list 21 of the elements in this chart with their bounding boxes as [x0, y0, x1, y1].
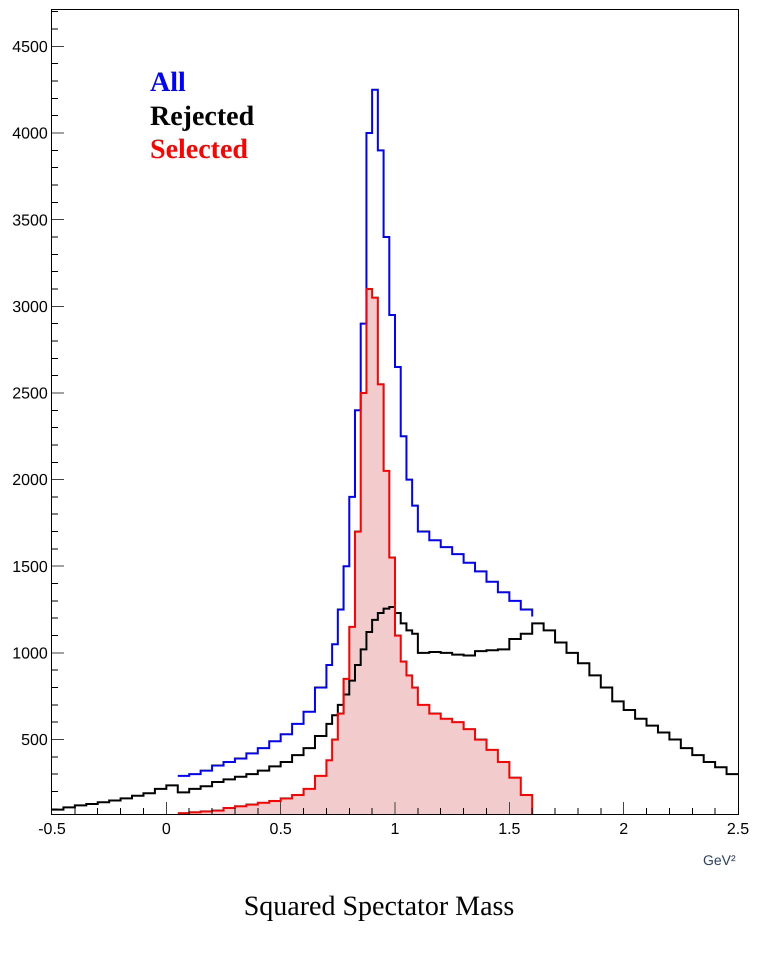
x-axis-title: GeV²	[703, 852, 736, 868]
y-tick-label: 500	[21, 732, 48, 750]
x-tick-label: 0	[162, 821, 171, 838]
y-tick-label: 2500	[12, 386, 48, 403]
y-tick-label: 1500	[12, 558, 48, 576]
y-tick-label: 2000	[12, 472, 48, 490]
y-tick-label: 3500	[12, 212, 48, 230]
text: All	[150, 67, 186, 98]
text: Rejected	[150, 101, 255, 132]
y-tick-label: 4500	[12, 38, 48, 56]
x-tick-label: 2	[619, 821, 628, 838]
x-tick-label: 2.5	[726, 821, 750, 838]
text: Selected	[150, 134, 248, 165]
x-tick-label: 0.5	[270, 821, 292, 838]
x-tick-label: 1.5	[498, 821, 521, 838]
y-tick-label: 1000	[12, 645, 48, 662]
y-tick-label: 3000	[12, 298, 48, 316]
x-tick-label: -0.5	[38, 821, 66, 838]
y-tick-label: 4000	[12, 126, 48, 143]
text: Squared Spectator Mass	[244, 891, 514, 922]
x-tick-label: 1	[390, 821, 400, 838]
